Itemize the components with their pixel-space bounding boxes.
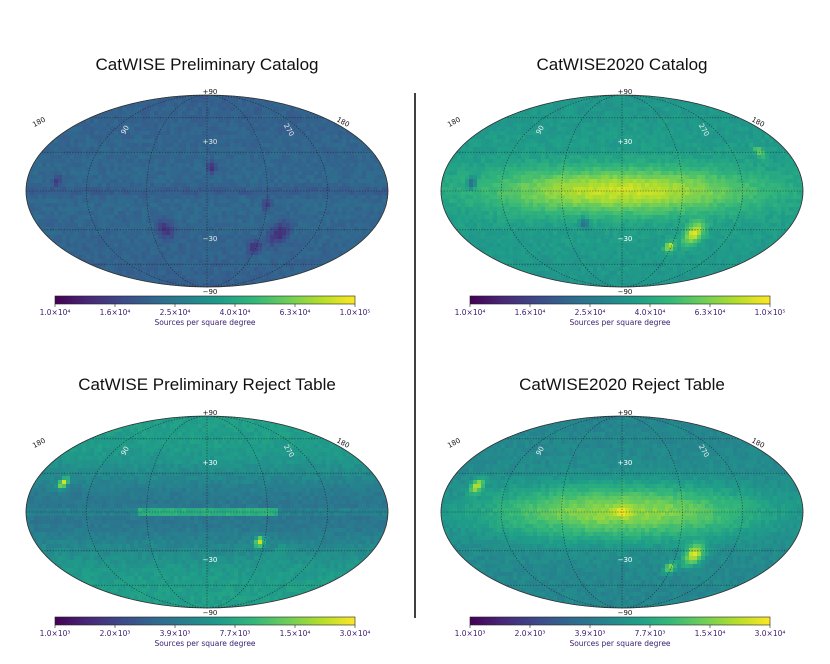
latitude-label: −90 <box>203 609 218 617</box>
longitude-label: 90 <box>535 124 546 136</box>
colorbar-tick-label: 3.9×10³ <box>160 629 191 638</box>
sky-map-panel-4: CatWISE2020 Reject Table +90 +30 −30 −90 180 9… <box>440 375 804 648</box>
sky-density-heatmap <box>441 416 803 608</box>
colorbar-tick-label: 3.0×10⁴ <box>755 629 786 638</box>
panel-title: CatWISE2020 Catalog <box>536 55 707 74</box>
colorbar-label: Sources per square degree <box>154 318 255 327</box>
latitude-label: +90 <box>203 88 218 96</box>
colorbar-tick-label: 2.5×10⁴ <box>160 308 191 317</box>
colorbar-tick-label: 7.7×10³ <box>635 629 666 638</box>
colorbar-tick-label: 1.0×10⁵ <box>755 308 786 317</box>
panel-title: CatWISE2020 Reject Table <box>519 375 725 394</box>
colorbar: 1.0×10⁴ 1.6×10⁴ 2.5×10⁴ 4.0×10⁴ 6.3×10⁴ 1.0×1… <box>455 295 786 327</box>
latitude-label: +30 <box>203 138 218 146</box>
latitude-label: +90 <box>203 409 218 417</box>
colorbar-tick-label: 1.0×10⁴ <box>455 308 486 317</box>
sky-map-panel-1: CatWISE Preliminary Catalog+90+30−30−901… <box>25 55 389 327</box>
colorbar-tick-label: 1.5×10⁴ <box>695 629 726 638</box>
colorbar-tick-label: 3.9×10³ <box>575 629 606 638</box>
longitude-label: 180 <box>446 116 462 129</box>
colorbar-tick-label: 3.0×10⁴ <box>340 629 371 638</box>
colorbar-tick-label: 4.0×10⁴ <box>220 308 251 317</box>
latitude-label: −30 <box>203 235 218 243</box>
sky-density-heatmap <box>441 95 803 287</box>
colorbar-label: Sources per square degree <box>569 639 670 648</box>
colorbar-tick-label: 1.0×10⁵ <box>340 308 371 317</box>
latitude-label: −90 <box>618 609 633 617</box>
colorbar-label: Sources per square degree <box>154 639 255 648</box>
colorbar: 1.0×10³ 2.0×10³ 3.9×10³ 7.7×10³ 1.5×10⁴ 3.0×1… <box>455 616 786 648</box>
latitude-label: +30 <box>618 459 633 467</box>
latitude-label: −30 <box>203 556 218 564</box>
colorbar-tick-label: 2.5×10⁴ <box>575 308 606 317</box>
map-outline <box>25 94 389 288</box>
longitude-label: 180 <box>31 437 47 450</box>
colorbar-gradient <box>54 295 356 305</box>
map-outline <box>440 94 804 288</box>
colorbar-tick-label: 2.0×10³ <box>100 629 131 638</box>
colorbar-gradient <box>54 616 356 626</box>
latitude-label: +30 <box>203 459 218 467</box>
colorbar-tick-label: 6.3×10⁴ <box>280 308 311 317</box>
colorbar-tick-label: 1.0×10³ <box>40 629 71 638</box>
colorbar-gradient <box>469 616 771 626</box>
colorbar-label: Sources per square degree <box>569 318 670 327</box>
colorbar: 1.0×10³ 2.0×10³ 3.9×10³ 7.7×10³ 1.5×10⁴ 3.0×1… <box>40 616 371 648</box>
colorbar-gradient <box>469 295 771 305</box>
colorbar: 1.0×10⁴ 1.6×10⁴ 2.5×10⁴ 4.0×10⁴ 6.3×10⁴ 1.0×1… <box>40 295 371 327</box>
panel-title: CatWISE Preliminary Reject Table <box>78 375 336 394</box>
sky-map-panel-3: CatWISE Preliminary Reject Table +90 +30 −3… <box>25 375 389 648</box>
latitude-label: −30 <box>618 235 633 243</box>
panel-title: CatWISE Preliminary Catalog <box>96 55 319 74</box>
colorbar-tick-label: 1.6×10⁴ <box>100 308 131 317</box>
colorbar-tick-label: 1.5×10⁴ <box>280 629 311 638</box>
colorbar-tick-label: 1.0×10³ <box>455 629 486 638</box>
colorbar-tick-label: 4.0×10⁴ <box>635 308 666 317</box>
colorbar-tick-label: 1.0×10⁴ <box>40 308 71 317</box>
longitude-label: 90 <box>535 445 546 457</box>
latitude-label: −30 <box>618 556 633 564</box>
map-outline <box>25 415 389 609</box>
latitude-label: −90 <box>203 288 218 296</box>
latitude-label: +90 <box>618 409 633 417</box>
longitude-label: 180 <box>31 116 47 129</box>
longitude-label: 90 <box>120 445 131 457</box>
sky-density-heatmap <box>26 416 388 608</box>
colorbar-tick-label: 6.3×10⁴ <box>695 308 726 317</box>
colorbar-tick-label: 1.6×10⁴ <box>515 308 546 317</box>
map-outline <box>440 415 804 609</box>
colorbar-tick-label: 2.0×10³ <box>515 629 546 638</box>
colorbar-tick-label: 7.7×10³ <box>220 629 251 638</box>
longitude-label: 180 <box>446 437 462 450</box>
latitude-label: −90 <box>618 288 633 296</box>
latitude-label: +90 <box>618 88 633 96</box>
longitude-label: 90 <box>120 124 131 136</box>
latitude-label: +30 <box>618 138 633 146</box>
